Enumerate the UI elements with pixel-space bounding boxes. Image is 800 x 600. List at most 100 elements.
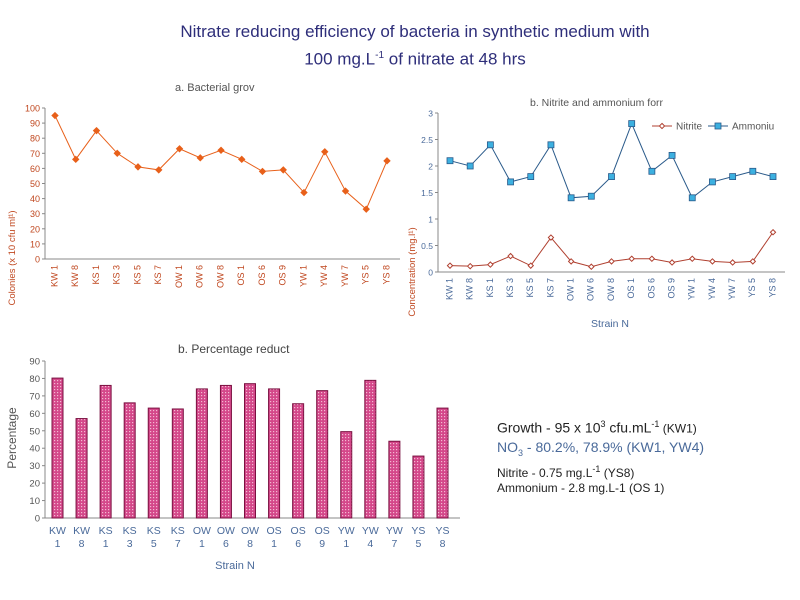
chart-a-x-tick-label: OS 1 — [236, 265, 246, 286]
chart-c-bar — [340, 431, 353, 519]
chart-c-x-tick-label: OS — [291, 525, 306, 537]
chart-b-point-nitrite — [527, 262, 535, 269]
chart-c-y-tick-label: 80 — [29, 374, 40, 385]
summary-nitrite: Nitrite - 0.75 mg.L-1 (YS8) — [497, 462, 704, 481]
chart-a-point — [217, 146, 225, 154]
chart-c-y-tick-label: 20 — [29, 479, 40, 490]
chart-c-y-tick-label: 90 — [29, 357, 40, 368]
chart-c-x-tick-label: KS — [123, 525, 137, 537]
chart-a-point — [238, 155, 246, 164]
chart-c-x-tick-label-number: 4 — [367, 538, 373, 550]
chart-b-point-ammonium — [688, 194, 696, 202]
chart-c-bar — [75, 418, 88, 519]
chart-b-y-tick-label: 2.5 — [421, 135, 433, 145]
chart-c-bar — [364, 379, 377, 519]
chart-a-x-tick-label: OW 8 — [215, 265, 225, 288]
chart-c-x-tick-label-number: 3 — [127, 538, 133, 550]
title-line-2-text: 100 mg.L — [304, 49, 376, 69]
chart-c-y-tick-label: 60 — [29, 409, 40, 420]
bacterial-growth-chart: a. Bacterial grov Colonies (x 10 cfu ml¹… — [7, 82, 400, 306]
chart-c-x-tick-label-number: 1 — [199, 538, 205, 550]
chart-b-point-ammonium — [587, 192, 595, 200]
chart-c-x-tick-label-number: 8 — [440, 538, 446, 550]
chart-b-point-ammonium — [749, 167, 757, 175]
chart-b-point-nitrite — [769, 228, 777, 236]
chart-a-y-tick-label: 30 — [30, 209, 40, 219]
chart-a-point — [175, 145, 184, 153]
chart-a-title: a. Bacterial grov — [175, 82, 255, 94]
chart-a-point — [258, 167, 267, 176]
chart-a-y-tick-label: 10 — [30, 239, 40, 249]
chart-c-bar — [244, 383, 256, 519]
chart-c-x-tick-label-number: 7 — [175, 538, 181, 550]
chart-b-point-nitrite — [567, 258, 575, 265]
chart-b-point-nitrite — [709, 258, 716, 265]
chart-b-ylabel: Concentration (mg.l¹) — [407, 227, 418, 316]
chart-c-x-tick-label-number: 8 — [247, 538, 253, 550]
chart-a-series-line — [54, 115, 388, 210]
chart-c-x-tick-label-number: 6 — [295, 538, 301, 550]
chart-a-x-tick-label: YS 8 — [381, 265, 391, 285]
chart-b-point-ammonium — [648, 167, 656, 175]
chart-a-y-tick-label: 60 — [30, 164, 40, 174]
chart-a-point — [341, 187, 350, 195]
chart-b-point-nitrite — [466, 262, 474, 270]
chart-b-point-ammonium — [486, 141, 494, 149]
chart-c-y-tick-label: 70 — [29, 391, 40, 402]
chart-a-x-tick-label: KW 1 — [49, 265, 59, 287]
chart-c-x-tick-label-number: 1 — [55, 538, 61, 550]
chart-b-x-tick-label: OW 1 — [566, 278, 576, 301]
chart-c-bar — [51, 377, 64, 519]
chart-b-x-tick-label: KW 1 — [444, 278, 454, 300]
summary-growth-exp: 3 — [600, 419, 606, 429]
summary-nitrite-text: Nitrite - 0.75 mg.L — [497, 466, 593, 481]
title-line-2-suffix: of nitrate at 48 hrs — [384, 49, 526, 69]
chart-b-point-ammonium — [547, 141, 555, 149]
chart-b-point-ammonium — [709, 178, 716, 186]
chart-c-x-tick-label: KS — [99, 525, 113, 537]
chart-b-point-nitrite — [487, 261, 494, 268]
summary-no3-sub: 3 — [518, 447, 524, 458]
legend-nitrite-marker — [658, 122, 666, 130]
chart-c-x-tick-label-number: 5 — [416, 538, 422, 550]
chart-a-x-tick-label: KS 3 — [112, 265, 122, 285]
legend-ammonium-marker — [714, 122, 722, 130]
chart-a-point — [72, 155, 80, 164]
chart-c-bar — [436, 407, 449, 519]
chart-c-bar — [412, 455, 425, 519]
chart-b-legend: Nitrite Ammoniu — [652, 122, 774, 133]
chart-c-ylabel: Percentage — [5, 407, 19, 469]
chart-b-point-ammonium — [769, 173, 777, 180]
chart-c-x-tick-label: KW — [73, 525, 90, 537]
summary-growth-unit-exp: -1 — [651, 419, 660, 429]
chart-c-x-tick-label-number: 8 — [79, 538, 85, 550]
chart-b-y-tick-label: 0.5 — [421, 241, 433, 251]
chart-b-point-ammonium — [567, 194, 575, 202]
chart-c-bar — [292, 403, 305, 519]
chart-b-x-tick-label: OS 1 — [626, 278, 636, 299]
chart-b-point-nitrite — [446, 262, 454, 269]
summary-ammonium: Ammonium - 2.8 mg.L-1 (OS 1) — [497, 481, 665, 496]
chart-b-point-nitrite — [628, 255, 635, 263]
chart-a-x-tick-label: KW 8 — [70, 265, 80, 287]
chart-b-point-nitrite — [749, 258, 757, 265]
chart-a-y-tick-label: 70 — [30, 149, 40, 159]
page-title: Nitrate reducing efficiency of bacteria … — [0, 20, 800, 72]
chart-a-y-tick-label: 0 — [35, 255, 40, 265]
chart-b-point-ammonium — [608, 173, 615, 180]
chart-b-point-ammonium — [507, 178, 514, 186]
chart-a-point — [196, 154, 204, 162]
chart-c-y-tick-label: 10 — [29, 496, 40, 507]
chart-b-x-tick-label: KS 3 — [505, 278, 515, 298]
chart-c-x-tick-label: OW — [241, 525, 259, 537]
chart-c-x-tick-label: KW — [49, 525, 66, 537]
chart-c-x-tick-label: OW — [217, 525, 235, 537]
chart-c-x-tick-label-number: 5 — [151, 538, 157, 550]
chart-a-point — [134, 163, 142, 171]
chart-c-y-tick-label: 30 — [29, 461, 40, 472]
chart-c-x-tick-label: YW — [362, 525, 379, 537]
chart-c-x-tick-label: OS — [315, 525, 330, 537]
chart-c-bar — [171, 408, 184, 519]
chart-a-x-tick-label: OW 6 — [195, 265, 205, 288]
chart-c-y-tick-label: 40 — [29, 444, 40, 455]
